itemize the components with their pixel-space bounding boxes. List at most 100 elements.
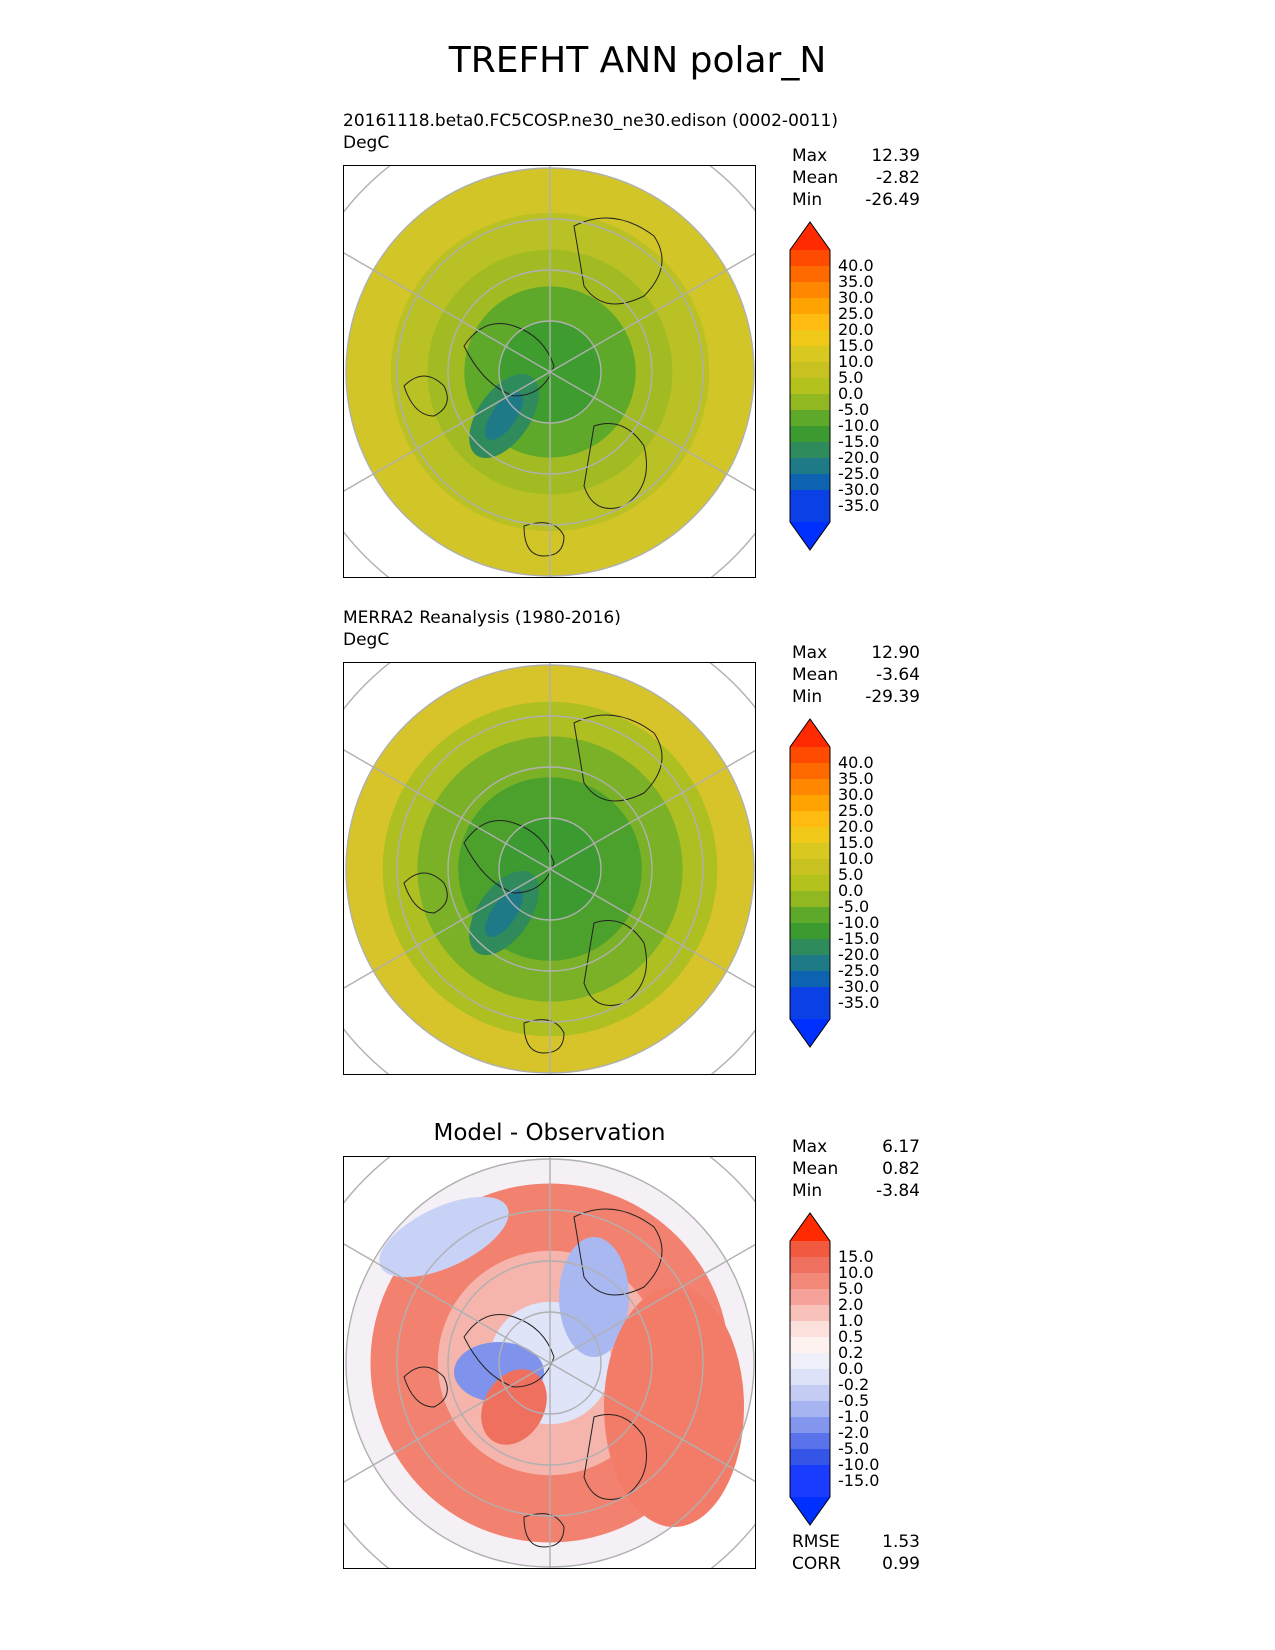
colorbar-band bbox=[790, 458, 830, 475]
stat-mean: Mean 0.82 bbox=[792, 1159, 920, 1179]
colorbar-band bbox=[790, 891, 830, 908]
panel-title: MERRA2 Reanalysis (1980-2016) bbox=[343, 608, 621, 628]
cold-spot bbox=[485, 392, 523, 440]
colorbar-tick-label: 15.0 bbox=[838, 833, 874, 852]
colorbar-tick-label: 10.0 bbox=[838, 849, 874, 868]
colorbar-band bbox=[790, 1449, 830, 1466]
stat-min: Min -26.49 bbox=[792, 190, 920, 210]
panel-title: Model - Observation bbox=[433, 1120, 666, 1146]
map-svg bbox=[344, 663, 755, 1074]
colorbar-outline bbox=[789, 221, 831, 551]
colorbar-tick-label: -15.0 bbox=[838, 1471, 880, 1490]
error-stats: RMSE 1.53 CORR 0.99 bbox=[792, 1531, 920, 1575]
colorbar-band bbox=[790, 859, 830, 876]
cold-spot bbox=[485, 889, 523, 937]
coastline bbox=[523, 522, 565, 557]
colorbar-tick-label: 0.0 bbox=[838, 384, 864, 403]
colorbar-tick-label: -15.0 bbox=[838, 929, 880, 948]
colorbar-outline bbox=[789, 1212, 831, 1526]
colorbar-tick-label: -30.0 bbox=[838, 977, 880, 996]
colorbar-svg bbox=[789, 1212, 831, 1526]
meridian-line bbox=[344, 1362, 551, 1483]
coastline bbox=[463, 820, 555, 894]
colorbar-tick-label: -5.0 bbox=[838, 1439, 870, 1458]
colorbar-band bbox=[790, 250, 830, 267]
colorbar-tick-label: -35.0 bbox=[838, 496, 880, 515]
figure-title: TREFHT ANN polar_N bbox=[448, 40, 827, 81]
colorbar-band bbox=[790, 426, 830, 443]
colorbar-tick-label: 15.0 bbox=[838, 1247, 874, 1266]
colorbar-tick-label: 20.0 bbox=[838, 320, 874, 339]
colorbar-tick-label: 5.0 bbox=[838, 1279, 864, 1298]
colorbar-tick-label: -25.0 bbox=[838, 464, 880, 483]
colorbar-band bbox=[790, 971, 830, 988]
coastline bbox=[403, 375, 448, 417]
colorbar-extend-max bbox=[790, 1213, 830, 1241]
colorbar-tick-label: 5.0 bbox=[838, 865, 864, 884]
coastline bbox=[523, 1019, 565, 1054]
panel-title: 20161118.beta0.FC5COSP.ne30_ne30.edison … bbox=[343, 111, 838, 131]
positive-anomaly bbox=[604, 1287, 744, 1527]
panel-units: DegC bbox=[343, 133, 390, 153]
colorbar-tick-label: -0.2 bbox=[838, 1375, 870, 1394]
colorbar: 15.0 10.0 5.0 2.0 1.0 0.5 0.2 0.0 -0.2 -0.5 -1.0 -2… bbox=[789, 1212, 879, 1529]
meridian-line bbox=[344, 749, 551, 870]
meridian-line bbox=[549, 1362, 755, 1483]
colorbar: 40.0 35.0 30.0 25.0 20.0 15.0 10.0 5.0 0.0 -5.0 -1… bbox=[789, 718, 879, 1051]
stats-box: Max 12.90 Mean -3.64 Min -29.39 bbox=[792, 642, 920, 708]
colorbar-tick-label: 10.0 bbox=[838, 352, 874, 371]
colorbar-tick-label: 5.0 bbox=[838, 368, 864, 387]
colorbar-tick-label: 30.0 bbox=[838, 288, 874, 307]
colorbar-band bbox=[790, 506, 830, 523]
colorbar-tick-label: -10.0 bbox=[838, 416, 880, 435]
colorbar-band bbox=[790, 939, 830, 956]
panel-units: DegC bbox=[343, 630, 390, 650]
colorbar-tick-label: -35.0 bbox=[838, 993, 880, 1012]
colorbar-band bbox=[790, 923, 830, 940]
colorbar-tick-label: 10.0 bbox=[838, 1263, 874, 1282]
colorbar-band bbox=[790, 362, 830, 379]
polar-map bbox=[343, 165, 756, 578]
colorbar-tick-label: 35.0 bbox=[838, 769, 874, 788]
colorbar-tick-label: 40.0 bbox=[838, 753, 874, 772]
colorbar-band bbox=[790, 1481, 830, 1498]
colorbar-svg bbox=[789, 718, 831, 1048]
colorbar-extend-min bbox=[790, 522, 830, 550]
colorbar-tick-label: -2.0 bbox=[838, 1423, 870, 1442]
coastline bbox=[573, 714, 663, 802]
stat-mean: Mean -2.82 bbox=[792, 168, 920, 188]
stat-max: Max 12.90 bbox=[792, 643, 920, 663]
colorbar-band bbox=[790, 282, 830, 299]
coastline bbox=[583, 920, 647, 1006]
model-panel: 20161118.beta0.FC5COSP.ne30_ne30.edison … bbox=[0, 110, 1275, 590]
colorbar-tick-label: -20.0 bbox=[838, 945, 880, 964]
colorbar-tick-label: 40.0 bbox=[838, 256, 874, 275]
colorbar-tick-label: 25.0 bbox=[838, 801, 874, 820]
coastline bbox=[573, 217, 663, 305]
colorbar-band bbox=[790, 1241, 830, 1258]
colorbar-band bbox=[790, 394, 830, 411]
colorbar-band bbox=[790, 378, 830, 395]
colorbar-tick-label: -10.0 bbox=[838, 1455, 880, 1474]
meridian-line bbox=[549, 868, 755, 989]
meridian-line bbox=[549, 252, 755, 373]
colorbar-band bbox=[790, 1401, 830, 1418]
map-svg bbox=[344, 1157, 755, 1568]
stat-mean: Mean -3.64 bbox=[792, 665, 920, 685]
coastline bbox=[573, 1208, 663, 1296]
colorbar-tick-label: -5.0 bbox=[838, 897, 870, 916]
colorbar-band bbox=[790, 1385, 830, 1402]
diff-panel: Model - Observation Max 6.17 Mean 0.82 Min… bbox=[0, 1120, 1275, 1600]
stat-rmse: RMSE 1.53 bbox=[792, 1532, 920, 1552]
colorbar-tick-label: -15.0 bbox=[838, 432, 880, 451]
meridian-line bbox=[549, 1243, 755, 1364]
coastline bbox=[463, 323, 555, 397]
colorbar-tick-label: -5.0 bbox=[838, 400, 870, 419]
colorbar-extend-max bbox=[790, 719, 830, 747]
colorbar-tick-label: 1.0 bbox=[838, 1311, 864, 1330]
colorbar-tick-label: -1.0 bbox=[838, 1407, 870, 1426]
colorbar-band bbox=[790, 1289, 830, 1306]
stats-box: Max 6.17 Mean 0.82 Min -3.84 bbox=[792, 1136, 920, 1202]
colorbar-tick-label: 0.5 bbox=[838, 1327, 864, 1346]
meridian-line bbox=[549, 371, 755, 492]
